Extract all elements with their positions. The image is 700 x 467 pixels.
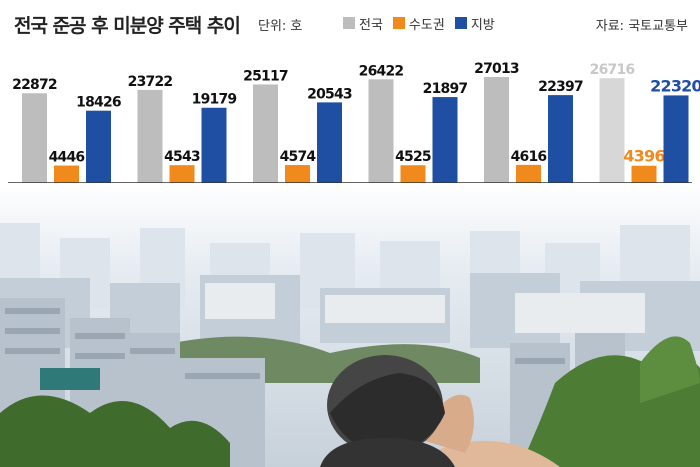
legend-item-regional: 지방 [454, 14, 495, 33]
data-label-capital-4: 4525 [395, 149, 431, 165]
bar-regional-3 [317, 102, 342, 183]
city-photo [0, 183, 700, 467]
bar-regional-6 [663, 95, 689, 183]
bar-regional-5 [548, 95, 573, 183]
legend-swatch-national [343, 17, 355, 29]
data-label-national-6: 26716 [590, 62, 635, 78]
legend-item-capital: 수도권 [392, 14, 445, 33]
legend-swatch-capital [392, 17, 405, 29]
data-label-capital-3: 4574 [280, 149, 317, 165]
bar-capital-4 [400, 165, 426, 183]
bar-regional-1 [86, 110, 111, 183]
data-label-regional-2: 19179 [192, 92, 237, 108]
legend-item-national: 전국 [343, 14, 383, 33]
data-label-regional-5: 22397 [538, 79, 583, 95]
bar-national-3 [253, 84, 278, 183]
bar-national-2 [137, 89, 163, 183]
unit-label: 단위: 호 [258, 19, 303, 34]
bar-national-1 [22, 93, 47, 183]
bar-capital-5 [516, 164, 541, 183]
bar-capital-1 [54, 165, 79, 183]
bar-capital-2 [169, 165, 195, 183]
bar-regional-4 [432, 97, 458, 183]
chart-header: 전국 준공 후 미분양 주택 추이 단위: 호 전국 수도권 지방 자료: 국토… [0, 0, 700, 42]
data-label-national-5: 27013 [474, 61, 519, 77]
data-label-regional-3: 20543 [307, 86, 352, 102]
data-label-national-1: 22872 [12, 77, 57, 93]
bar-national-6 [599, 78, 625, 183]
legend: 전국 수도권 지방 [343, 14, 505, 33]
data-label-national-2: 23722 [128, 74, 173, 90]
data-label-national-3: 25117 [243, 68, 288, 84]
data-label-national-4: 26422 [359, 63, 404, 79]
data-label-regional-1: 18426 [76, 95, 121, 111]
data-label-regional-6: 22320 [650, 76, 700, 95]
legend-label-capital: 수도권 [408, 17, 445, 33]
bar-regional-2 [201, 107, 227, 183]
bar-capital-6 [631, 165, 657, 183]
bar-national-5 [484, 77, 509, 183]
legend-label-national: 전국 [359, 17, 383, 33]
data-label-capital-6: 4396 [623, 147, 665, 166]
bar-national-4 [368, 79, 394, 183]
data-label-regional-4: 21897 [423, 81, 468, 97]
bar-capital-3 [285, 165, 310, 183]
data-label-capital-1: 4446 [49, 150, 85, 166]
legend-label-regional: 지방 [470, 17, 495, 33]
data-label-capital-2: 4543 [164, 149, 200, 165]
legend-swatch-regional [454, 17, 467, 29]
source-label: 자료: 국토교통부 [595, 19, 688, 34]
data-label-capital-5: 4616 [511, 149, 547, 165]
chart-title: 전국 준공 후 미분양 주택 추이 [14, 15, 241, 37]
